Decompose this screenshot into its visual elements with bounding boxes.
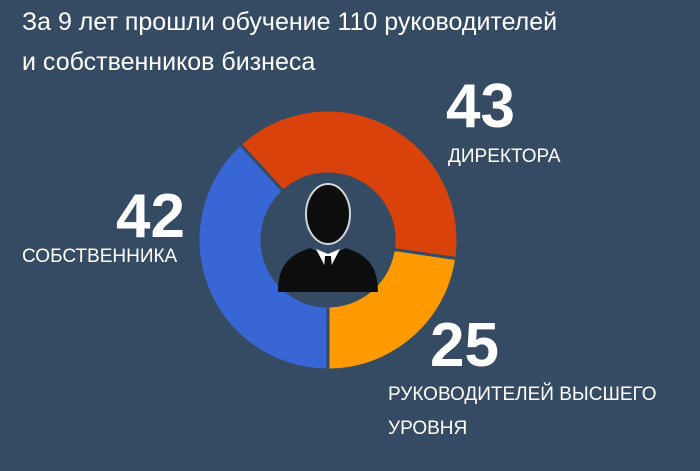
person-icon <box>278 183 378 292</box>
value-label: 42 <box>116 182 185 251</box>
value-label: 25 <box>430 311 499 380</box>
category-label: ДИРЕКТОРА <box>448 146 561 167</box>
value-label: 43 <box>446 72 515 141</box>
category-label: СОБСТВЕННИКА <box>22 246 178 267</box>
donut-segment <box>326 247 459 372</box>
donut-segment <box>238 108 460 261</box>
category-label: РУКОВОДИТЕЛЕЙ ВЫСШЕГО УРОВНЯ <box>388 384 657 439</box>
chart-title: За 9 лет прошли обучение 110 руководител… <box>22 8 558 76</box>
